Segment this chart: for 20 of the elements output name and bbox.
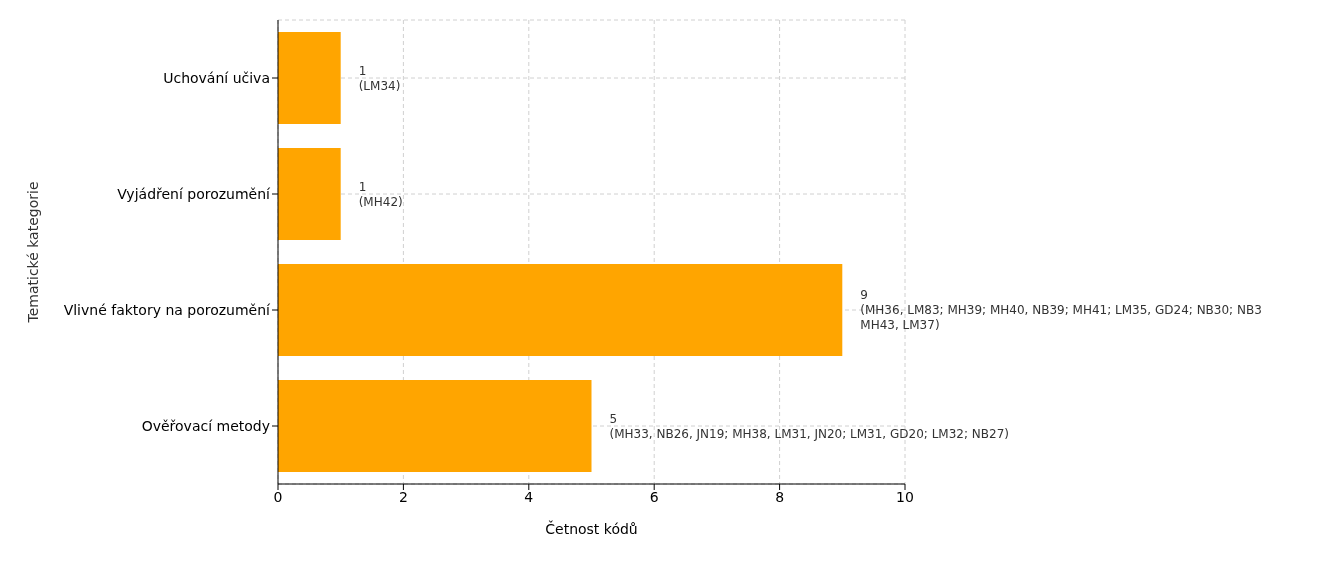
y-tick-label: Uchování učiva [163, 69, 270, 86]
bar [278, 32, 341, 124]
bar [278, 380, 592, 472]
x-tick-label: 10 [896, 488, 914, 505]
x-tick-label: 8 [775, 488, 785, 505]
x-tick-label: 2 [398, 488, 408, 505]
y-tick-label: Vyjádření porozumění [117, 185, 272, 202]
data-label: 1 (MH42) [358, 179, 403, 209]
x-axis-title: Četnost kódů [545, 520, 638, 537]
bar [278, 264, 843, 356]
data-label: 9 (MH36, LM83; MH39; MH40, NB39; MH41; LM35, GD24; NB30; NB3 MH43, LM37) [860, 288, 1262, 332]
x-tick-label: 0 [273, 488, 283, 505]
y-tick-label: Ověřovací metody [141, 417, 270, 434]
data-label: 5 (MH33, NB26, JN19; MH38, LM31, JN20; LM31, GD20; LM32; NB27) [609, 411, 1009, 441]
y-axis-title: Tematické kategorie [24, 181, 41, 324]
data-label: 1 (LM34) [358, 63, 401, 93]
x-tick-label: 4 [524, 488, 534, 505]
y-tick-label: Vlivné faktory na porozumění [63, 301, 272, 318]
x-tick-label: 6 [649, 488, 659, 505]
bar [278, 148, 341, 240]
